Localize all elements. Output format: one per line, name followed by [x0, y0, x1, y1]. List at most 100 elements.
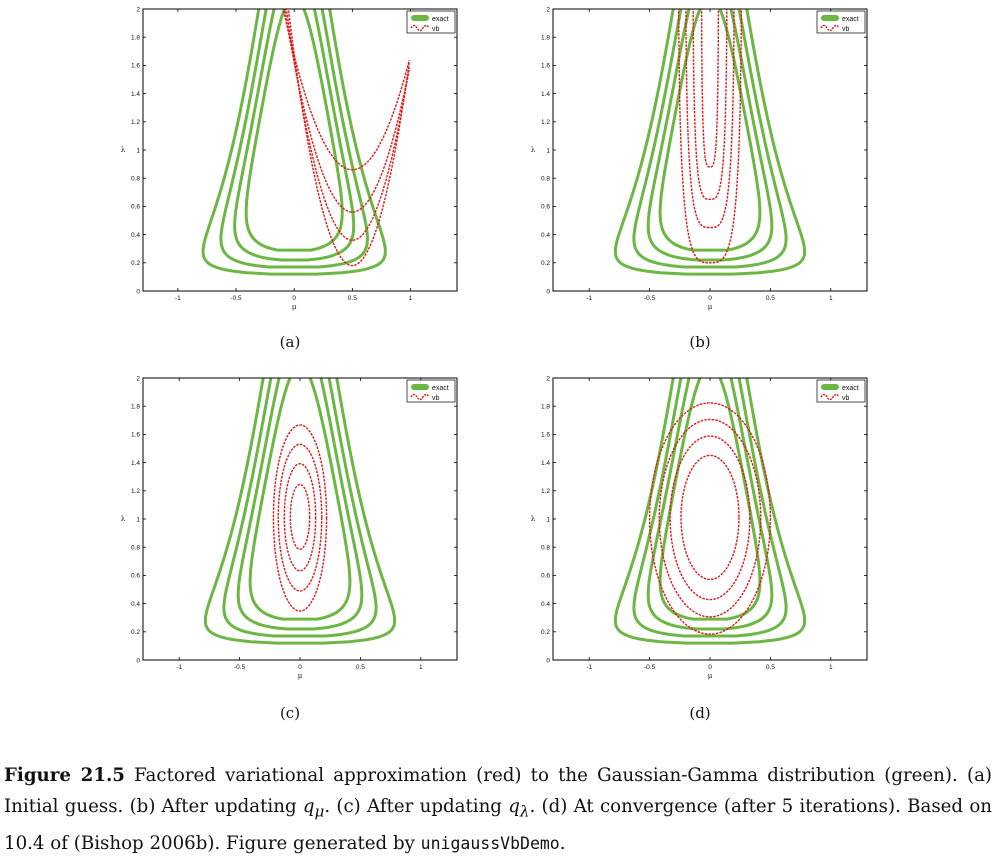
contour-area: [203, 378, 397, 645]
caption-text-2: . (c) After updating: [324, 796, 509, 817]
y-tick-label: 1.8: [131, 404, 140, 411]
y-tick-label: 1.2: [131, 119, 140, 126]
y-tick-label: 1.8: [541, 404, 550, 411]
x-tick-label: 0: [298, 664, 302, 671]
y-axis-label: λ: [531, 515, 536, 523]
exact-contour: [632, 378, 788, 638]
y-tick-label: 2: [546, 375, 550, 382]
vb-contour: [277, 443, 323, 592]
x-tick-label: 0: [708, 295, 712, 302]
exact-contour: [632, 9, 788, 269]
exact-contour: [222, 378, 378, 638]
vb-contour: [272, 424, 328, 612]
y-tick-label: 1.4: [541, 91, 550, 98]
vb-contour: [685, 9, 735, 229]
x-tick-label: -1: [586, 295, 592, 302]
x-tick-label: 1: [829, 664, 833, 671]
y-tick-label: 1: [546, 516, 550, 523]
exact-contour: [236, 378, 364, 631]
legend-vb-label: vb: [842, 26, 850, 33]
legend-exact-label: exact: [842, 385, 859, 392]
y-tick-label: 1.6: [131, 432, 140, 439]
y-tick-label: 0.4: [131, 601, 140, 608]
exact-contour: [233, 9, 356, 262]
y-axis-label: λ: [531, 146, 536, 154]
y-tick-label: 0.4: [541, 232, 550, 239]
x-tick-label: 0.5: [766, 664, 775, 671]
y-tick-label: 0: [546, 288, 550, 295]
y-axis-label: λ: [121, 146, 126, 154]
y-tick-label: 2: [136, 375, 140, 382]
vb-contour: [680, 454, 740, 581]
contour-area: [613, 378, 807, 645]
legend-exact-swatch: [821, 384, 839, 390]
x-tick-label: 0: [708, 664, 712, 671]
x-tick-label: 1: [409, 295, 413, 302]
legend-exact-label: exact: [842, 16, 859, 23]
exact-contour: [203, 378, 397, 645]
legend-vb-swatch: [820, 24, 840, 32]
legend: exact vb: [406, 10, 456, 34]
y-tick-label: 0.4: [131, 232, 140, 239]
y-tick-label: 0.2: [131, 629, 140, 636]
y-tick-label: 0.8: [131, 545, 140, 552]
subfigure-label: (d): [689, 704, 710, 722]
vb-contour: [669, 435, 751, 601]
y-tick-label: 1: [136, 147, 140, 154]
y-tick-label: 1.8: [131, 35, 140, 42]
contour-area: [613, 9, 807, 276]
legend: exact vb: [816, 10, 866, 34]
vb-contour: [287, 9, 410, 267]
exact-contour: [613, 9, 807, 276]
y-tick-label: 0.8: [131, 176, 140, 183]
exact-contour: [646, 9, 774, 262]
y-tick-label: 1.6: [541, 63, 550, 70]
legend-exact-swatch: [411, 15, 429, 21]
y-tick-label: 0.2: [541, 629, 550, 636]
y-tick-label: 1.8: [541, 35, 550, 42]
vb-contour: [692, 9, 728, 200]
x-tick-label: -0.5: [644, 295, 656, 302]
x-axis-label: μ: [708, 672, 713, 680]
y-tick-label: 0.4: [541, 601, 550, 608]
vb-contour: [648, 402, 772, 635]
exact-contour: [248, 378, 352, 621]
vb-contour: [678, 9, 742, 264]
legend-vb-label: vb: [842, 395, 850, 402]
x-tick-label: 0.5: [348, 295, 357, 302]
y-tick-label: 1.4: [541, 460, 550, 467]
x-tick-label: -1: [175, 295, 181, 302]
exact-contour: [244, 9, 344, 252]
y-tick-label: 1: [136, 516, 140, 523]
y-tick-label: 0.2: [541, 260, 550, 267]
caption-text-1: Factored variational approximation (red)…: [4, 765, 993, 817]
legend-vb-swatch: [820, 393, 840, 401]
y-tick-label: 0.8: [541, 176, 550, 183]
legend-vb-swatch: [410, 393, 430, 401]
legend: exact vb: [406, 379, 456, 403]
legend-vb-label: vb: [432, 26, 440, 33]
vb-contour: [700, 9, 720, 168]
legend: exact vb: [816, 379, 866, 403]
legend-vb-swatch: [410, 24, 430, 32]
caption-end: .: [559, 832, 566, 854]
x-axis-label: μ: [708, 303, 713, 311]
legend-exact-label: exact: [432, 16, 449, 23]
figure: -1 -0.5 0 0.5 1 0 0.2 0.4 0.6 0.8 1 1.2 1.4 1.6 1.8 2 μ λ…: [121, 6, 868, 722]
x-axis-label: μ: [298, 672, 303, 680]
vb-contour: [658, 418, 762, 618]
q-lambda-symbol: qλ: [508, 796, 530, 821]
x-tick-label: 1: [419, 664, 423, 671]
panel-b: -1 -0.5 0 0.5 1 0 0.2 0.4 0.6 0.8 1 1.2 1.4 1.6 1.8 2 μ λ…: [531, 6, 868, 311]
x-tick-label: -1: [176, 664, 182, 671]
vb-contour: [282, 9, 410, 171]
panel-a: -1 -0.5 0 0.5 1 0 0.2 0.4 0.6 0.8 1 1.2 1.4 1.6 1.8 2 μ λ…: [121, 6, 458, 311]
x-tick-label: -0.5: [644, 664, 656, 671]
x-axis-label: μ: [292, 303, 297, 311]
exact-contour: [201, 9, 387, 276]
legend-exact-swatch: [821, 15, 839, 21]
y-tick-label: 0.6: [131, 204, 140, 211]
y-tick-label: 2: [546, 6, 550, 13]
exact-contour: [646, 378, 774, 631]
x-tick-label: -0.5: [234, 664, 246, 671]
